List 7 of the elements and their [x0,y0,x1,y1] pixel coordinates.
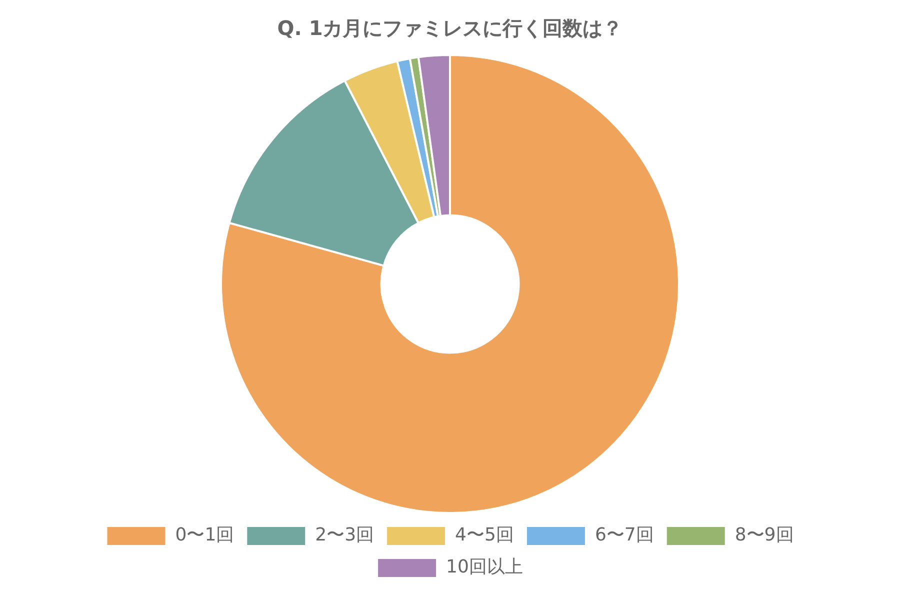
legend-label: 2〜3回 [315,524,374,546]
legend-label: 6〜7回 [594,524,654,546]
legend-label: 0〜1回 [175,524,234,546]
legend-label: 4〜5回 [455,524,514,546]
legend-label: 8〜9回 [734,524,794,546]
legend-label: 10回以上 [446,556,523,578]
chart-title: Q. 1カ月にファミレスに行く回数は？ [277,16,623,40]
